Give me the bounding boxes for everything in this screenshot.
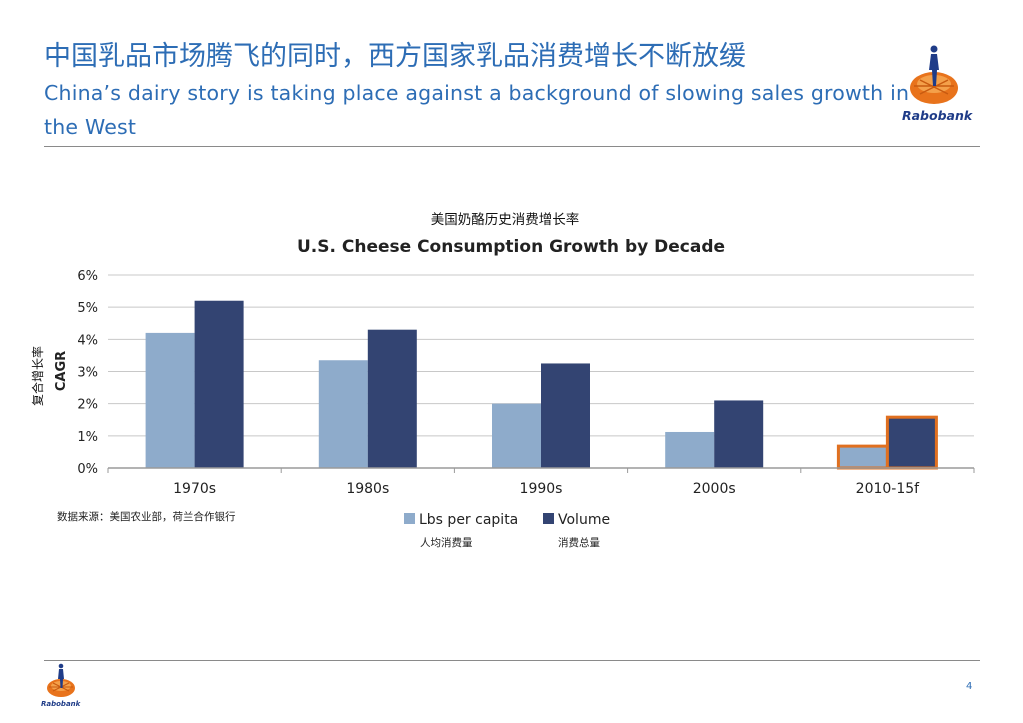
bar-lbs-per-capita-1990s [492, 403, 541, 468]
bar-lbs-per-capita-2010-15f [836, 444, 889, 470]
y-tick-label: 6% [77, 269, 98, 284]
footer-divider [44, 660, 980, 661]
legend-label: Volume [558, 512, 610, 528]
bar-volume-2000s [714, 400, 764, 468]
y-tick-label: 0% [77, 462, 98, 477]
y-axis-label: CAGR [54, 351, 69, 391]
x-tick-label: 1970s [173, 481, 216, 497]
rabobank-wordmark: Rabobank [902, 108, 973, 123]
bar-volume-1970s [194, 300, 244, 468]
slide-title-english: China’s dairy story is taking place agai… [44, 81, 910, 139]
x-tick-label: 2010-15f [856, 481, 920, 497]
bar-volume-1980s [367, 329, 417, 468]
rabobank-logo: Rabobank [898, 40, 978, 126]
rabobank-emblem-icon [910, 45, 958, 104]
header-divider [44, 146, 980, 147]
legend-swatch [404, 513, 415, 524]
y-tick-label: 4% [77, 333, 98, 348]
bar-lbs-per-capita-1980s [318, 360, 368, 468]
legend-label-chinese-lbs: 人均消费量 [420, 537, 473, 549]
chart-axes: 0% 1% 2% 3% 4% 5% 6% 1970s 1980s 1990s 2000s 2010-1… [77, 269, 975, 497]
chart-title-chinese: 美国奶酪历史消费增长率 [431, 211, 580, 228]
x-tick-label: 1980s [346, 481, 389, 497]
bar-volume-2010-15f [885, 415, 938, 470]
bar-lbs-per-capita-1970s [145, 332, 195, 468]
chart-legend: Lbs per capita Volume [404, 512, 610, 528]
x-tick-label: 1990s [520, 481, 563, 497]
y-tick-label: 3% [77, 366, 98, 381]
y-axis-label-chinese: 复合增长率 [30, 346, 45, 406]
bar-volume-1990s [541, 363, 590, 468]
page-number: 4 [966, 681, 973, 692]
y-tick-label: 2% [77, 398, 98, 413]
x-tick-label: 2000s [693, 481, 736, 497]
chart-title: U.S. Cheese Consumption Growth by Decade [297, 237, 725, 257]
source-note: 数据来源：美国农业部，荷兰合作银行 [57, 511, 236, 523]
chart-bars [145, 300, 938, 470]
legend-label-chinese-volume: 消费总量 [558, 537, 600, 549]
rabobank-emblem-icon [47, 663, 75, 697]
y-tick-label: 5% [77, 301, 98, 316]
legend-label: Lbs per capita [419, 512, 518, 528]
legend-swatch [543, 513, 554, 524]
rabobank-logo-small: Rabobank [40, 662, 84, 710]
rabobank-wordmark-small: Rabobank [41, 700, 81, 708]
bar-lbs-per-capita-2000s [665, 431, 715, 468]
y-tick-label: 1% [77, 430, 98, 445]
slide-title-chinese: 中国乳品市场腾飞的同时，西方国家乳品消费增长不断放缓 [44, 41, 746, 72]
